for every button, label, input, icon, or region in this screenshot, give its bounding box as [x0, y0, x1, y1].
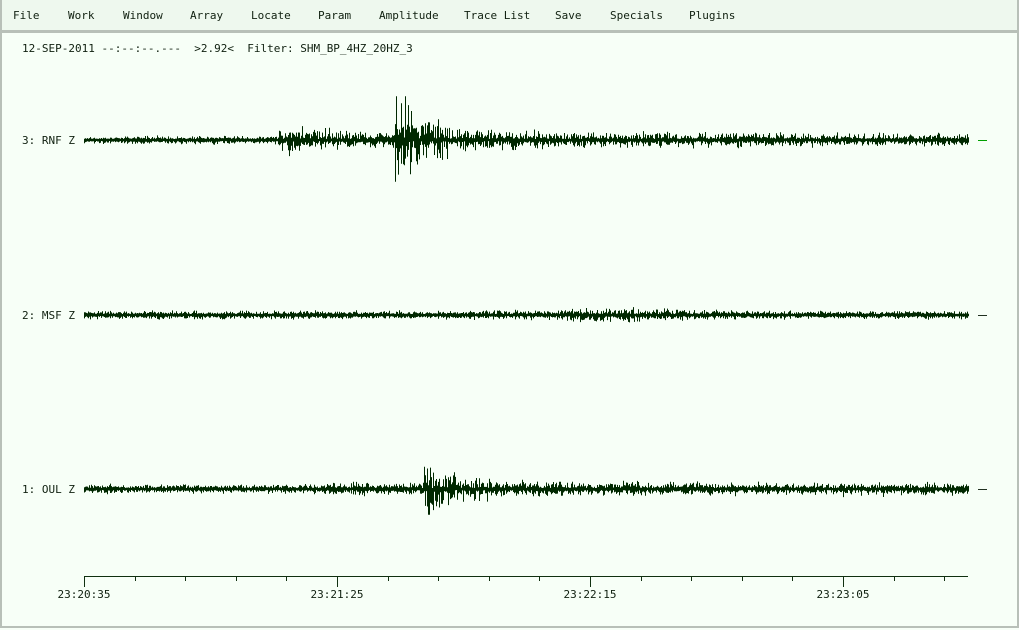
menu-file[interactable]: File	[13, 9, 40, 22]
trace-label-rnf[interactable]: 3: RNF Z	[22, 134, 75, 147]
time-label: 23:20:35	[57, 588, 111, 601]
waveform-trace	[84, 96, 969, 182]
menu-save[interactable]: Save	[555, 9, 582, 22]
menu-work[interactable]: Work	[68, 9, 95, 22]
menu-specials[interactable]: Specials	[610, 9, 663, 22]
time-label: 23:22:15	[563, 588, 617, 601]
waveform-trace	[84, 307, 969, 323]
menu-amplitude[interactable]: Amplitude	[379, 9, 439, 22]
status-value: >2.92<	[194, 42, 234, 55]
menu-locate[interactable]: Locate	[251, 9, 291, 22]
menu-array[interactable]: Array	[190, 9, 224, 22]
trace-marker-msf	[978, 315, 987, 316]
status-line: 12-SEP-2011 --:--:--.--- >2.92< Filter: …	[22, 42, 413, 55]
menu-bar: File Work Window Array Locate Param Ampl…	[2, 0, 1017, 33]
waveform-trace	[84, 466, 969, 515]
status-date: 12-SEP-2011	[22, 42, 95, 55]
trace-label-oul[interactable]: 1: OUL Z	[22, 483, 75, 496]
time-label: 23:23:05	[816, 588, 870, 601]
trace-label-msf[interactable]: 2: MSF Z	[22, 309, 75, 322]
time-label: 23:21:25	[310, 588, 364, 601]
menu-plugins[interactable]: Plugins	[689, 9, 736, 22]
status-filter: Filter: SHM_BP_4HZ_20HZ_3	[247, 42, 413, 55]
trace-marker-rnf	[978, 140, 987, 141]
time-axis	[84, 576, 968, 587]
menu-param[interactable]: Param	[318, 9, 352, 22]
status-time: --:--:--.---	[101, 42, 181, 55]
menu-trace-list[interactable]: Trace List	[464, 9, 531, 22]
menu-window[interactable]: Window	[123, 9, 163, 22]
trace-marker-oul	[978, 489, 987, 490]
